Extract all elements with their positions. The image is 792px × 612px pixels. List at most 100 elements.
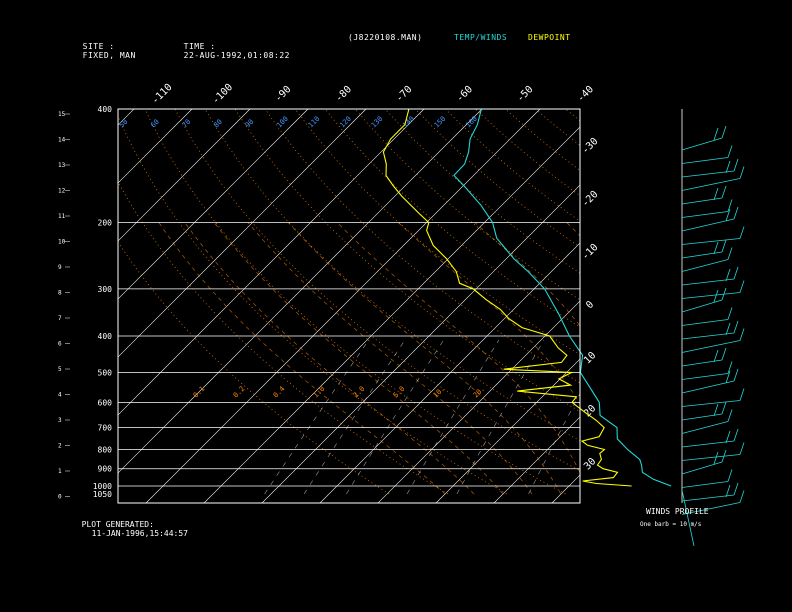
plot-generated-label: PLOT GENERATED: [81,520,154,529]
wind-barb-shaft [681,197,723,205]
wind-barb-flag [727,469,733,482]
wind-barb-flag [739,280,745,293]
mixing-ratio-label: 2.0 [352,385,367,400]
pressure-tick-label: 600 [98,398,113,407]
isotherm-line [655,79,792,516]
wind-barb-shaft [681,400,741,407]
isotherm-line [713,79,792,516]
pressure-tick-label: 400 [98,332,113,341]
mixing-ratio-line [264,339,370,495]
wind-barb-flag [739,388,745,401]
wind-barb-shaft [681,178,741,191]
theta-label: 100 [275,115,290,130]
dry-adiabat-line [596,109,792,494]
pressure-tick-label: 400 [98,105,113,114]
mixing-ratio-label: 1.0 [312,385,327,400]
height-tick-label: 14 [58,137,66,144]
wind-barb-flag [713,187,719,201]
wind-barb-shaft [681,481,729,488]
theta-label: 80 [212,118,224,130]
plot-frame [117,108,581,504]
right-temp-tick-label: -10 [580,242,601,263]
dry-adiabat-line [475,109,580,197]
wind-barb-flag [725,268,731,282]
wind-barb-shaft [681,380,735,394]
wind-barb-flag [739,442,745,455]
height-tick-label: 3 [58,417,62,424]
wind-barb-flag [725,208,731,222]
file-name: (J8220108.MAN) [348,33,423,42]
height-tick-label: 0 [58,494,62,501]
wind-barb-flag [713,451,719,465]
height-tick-label: 12 [58,188,66,195]
isotherm-line [0,79,106,516]
pressure-tick-label: 500 [98,369,113,378]
dry-adiabat-line [264,109,580,384]
isotherm-line [118,109,193,184]
isotherm-line [319,242,580,503]
isotherm-line [118,109,483,474]
dry-adiabat-line [118,115,507,495]
wind-barb-flag [721,401,727,415]
moist-adiabat-line [659,223,706,495]
pressure-tick-label: 300 [98,285,113,294]
wind-barb-shaft [681,413,723,421]
mixing-ratio-label: 0.2 [232,385,247,400]
wind-barb-shaft [681,340,741,353]
wind-barb-flag [725,322,731,336]
wind-barb-shaft [681,373,729,380]
wind-barb-flag [727,145,733,158]
mixing-ratio-label: 5.0 [392,385,407,400]
mixing-ratio-line [528,392,580,495]
wind-barb-flag [725,484,731,498]
top-temp-tick-label: -80 [333,84,354,105]
dry-adiabat-line [118,241,390,495]
dry-adiabat-line [354,109,580,301]
wind-barb-shaft [681,292,741,299]
wind-barb-flag [721,449,727,463]
right-temp-tick-label: -30 [580,136,601,157]
wind-barb-flag [713,349,719,363]
mixing-ratio-line [588,340,662,494]
moist-adiabat-line [184,222,475,495]
mixing-ratio-line [346,339,444,495]
pressure-tick-label: 200 [98,218,113,227]
isotherm-line [145,109,541,503]
wind-barb-flag [725,430,731,444]
wind-barb-shaft [681,157,729,164]
wind-barb-flag [727,199,733,212]
winds-profile-note: One barb = 10 m/s [640,521,702,528]
wind-barb-flag [727,409,733,422]
dry-adiabat-line [294,109,580,356]
wind-barb-shaft [681,359,723,367]
winds-profile-title: WINDS PROFILE [646,507,709,516]
moist-adiabat-line [213,222,504,495]
wind-barb-shaft [681,332,735,340]
temperature-profile-line [453,108,672,487]
isotherm-line [0,79,48,516]
top-temp-tick-label: -50 [515,84,536,105]
wind-barb-flag [713,403,719,417]
wind-barb-flag [727,307,733,320]
right-temp-tick-label: 30 [582,456,598,472]
height-tick-label: 11 [58,213,66,220]
height-tick-label: 6 [58,341,62,348]
dewpoint-profile-line [382,108,632,487]
dewpoint-legend: DEWPOINT [528,33,571,42]
mixing-ratio-line [456,339,545,495]
wind-barb-flag [721,185,727,199]
dry-adiabat-line [626,109,792,494]
wind-barb-flag [725,160,731,174]
wind-barb-flag [733,428,739,442]
isotherm-line [118,109,135,126]
moist-adiabat-line [158,222,446,495]
mixing-ratio-label: 0.4 [272,385,287,400]
dry-adiabat-line [686,109,792,494]
wind-barb-flag [733,482,739,496]
dry-adiabat-line [324,109,580,328]
wind-barb-flag [713,127,719,141]
moist-adiabat-line [733,223,739,495]
height-tick-label: 5 [58,366,62,373]
wind-barb-flag [721,125,727,139]
